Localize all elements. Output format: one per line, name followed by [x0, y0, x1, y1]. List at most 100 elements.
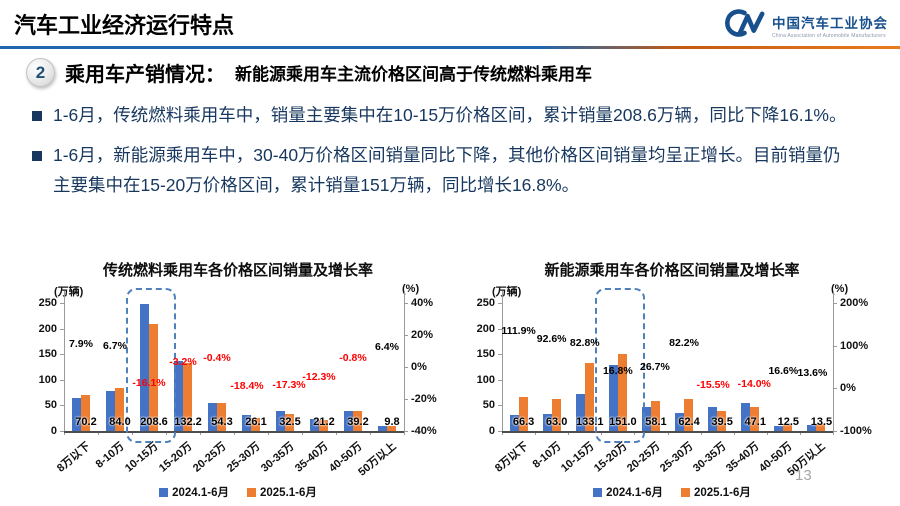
bar-2025.1-6月-35-40万	[319, 420, 328, 431]
pct-axis-unit: (%)	[402, 283, 420, 295]
growth-rate-label: -14.0%	[737, 378, 771, 391]
header-divider	[0, 46, 900, 49]
legend-swatch-icon	[159, 487, 169, 497]
chart-new-energy: 新能源乘用车各价格区间销量及增长率 (万辆) (%) 0 50 100 150 200 250 2…	[452, 256, 892, 506]
caam-logo-subtitle: China Association of Automobile Manufact…	[772, 33, 886, 39]
category-tick-mark	[370, 431, 371, 435]
growth-rate-label: 13.6%	[797, 366, 828, 379]
chart-title: 新能源乘用车各价格区间销量及增长率	[544, 262, 800, 279]
page-number: 13	[795, 467, 812, 484]
pct-axis-line	[833, 291, 834, 431]
growth-rate-label: -0.4%	[203, 351, 231, 364]
value-tick-label: 200	[38, 322, 57, 335]
sales-value-label: 151.0	[609, 416, 637, 428]
bar-2024.1-6月-50万以上	[378, 426, 387, 431]
value-tick-mark	[60, 379, 64, 381]
pct-tick-mark	[404, 335, 408, 336]
sales-value-label: 26.1	[245, 416, 267, 428]
value-tick-label: 250	[476, 297, 495, 309]
bar-2024.1-6月-25-30万	[242, 414, 251, 431]
growth-rate-label: -15.5%	[696, 378, 730, 391]
bar-2025.1-6月-35-40万	[750, 406, 760, 431]
growth-rate-label: 92.6%	[536, 332, 567, 345]
caam-logo-icon	[720, 7, 766, 44]
value-axis-unit: (万辆)	[54, 286, 84, 298]
value-tick-mark	[498, 303, 502, 304]
value-tick-mark	[498, 379, 502, 381]
category-tick-mark	[700, 431, 702, 435]
bar-2025.1-6月-10-15万	[584, 362, 594, 431]
sales-value-label: 9.8	[384, 416, 400, 428]
caam-logo-text: 中国汽车工业协会 China Association of Automobile…	[772, 12, 888, 39]
growth-rate-label: 111.9%	[501, 324, 536, 337]
growth-rate-label: 6.4%	[375, 340, 399, 353]
sales-value-label: 39.2	[347, 416, 369, 428]
category-tick-mark	[200, 431, 201, 435]
bar-2025.1-6月-50万以上	[816, 424, 826, 431]
bar-2025.1-6月-8-10万	[551, 398, 561, 431]
category-tick-mark	[502, 431, 503, 435]
category-tick-mark	[268, 431, 269, 435]
category-tick-mark	[302, 431, 303, 435]
legend-label: 2025.1-6月	[260, 487, 317, 499]
pct-tick-label: 0%	[411, 361, 427, 373]
pct-tick-label: 0%	[840, 382, 856, 395]
bar-2024.1-6月-20-25万	[208, 403, 217, 431]
category-tick-mark	[799, 431, 801, 435]
chart-traditional-fuel: 传统燃料乘用车各价格区间销量及增长率 (万辆) (%) 0 50 100 150 200 250…	[28, 256, 448, 506]
value-axis-unit: (万辆)	[492, 286, 522, 298]
bullet-list: 1-6月，传统燃料乘用车中，销量主要集中在10-15万价格区间，累计销量208.…	[30, 101, 848, 200]
legend-swatch-icon	[681, 487, 690, 497]
bar-2024.1-6月-30-35万	[708, 407, 718, 431]
legend-label: 2025.1-6月	[694, 487, 751, 499]
sales-value-label: 12.5	[777, 416, 800, 428]
value-tick-label: 100	[38, 373, 57, 386]
legend-item: 2025.1-6月	[681, 484, 751, 500]
category-axis-line	[502, 431, 833, 433]
bar-2024.1-6月-10-15万	[575, 393, 585, 431]
value-tick-label: 150	[476, 348, 495, 361]
growth-rate-label: -18.4%	[230, 380, 264, 393]
bar-2024.1-6月-50万以上	[807, 424, 817, 431]
sales-value-label: 47.1	[744, 416, 766, 428]
bar-2025.1-6月-40-50万	[353, 410, 362, 431]
pct-axis-unit: (%)	[831, 283, 849, 295]
bar-2024.1-6月-20-25万	[641, 407, 651, 431]
bar-2024.1-6月-15-20万	[174, 361, 183, 431]
sales-value-label: 39.5	[711, 416, 733, 428]
category-tick-mark	[336, 431, 337, 435]
legend-item: 2025.1-6月	[247, 484, 317, 500]
bar-2024.1-6月-10-15万	[140, 303, 149, 431]
caam-logo: 中国汽车工业协会 China Association of Automobile…	[720, 7, 888, 44]
bar-2025.1-6月-40-50万	[783, 424, 793, 431]
bar-2024.1-6月-8万以下	[509, 414, 519, 431]
pct-tick-label: -20%	[411, 393, 437, 405]
category-axis-line	[64, 431, 404, 433]
section-title: 乘用车产销情况：	[65, 64, 225, 86]
bar-2024.1-6月-35-40万	[741, 402, 751, 431]
category-tick-mark	[535, 431, 537, 435]
pct-tick-mark	[404, 399, 408, 400]
legend-item: 2024.1-6月	[159, 484, 229, 500]
pct-axis-line	[404, 291, 405, 431]
value-axis-line	[64, 291, 65, 431]
bar-2024.1-6月-25-30万	[675, 413, 685, 431]
bar-2024.1-6月-8-10万	[106, 390, 115, 431]
highlight-box	[594, 288, 645, 443]
bar-2025.1-6月-50万以上	[387, 425, 396, 431]
value-tick-mark	[60, 405, 64, 407]
bar-2025.1-6月-8-10万	[115, 387, 124, 431]
highlight-box	[126, 288, 176, 443]
value-axis-line	[502, 291, 503, 431]
value-tick-mark	[60, 431, 64, 432]
caam-logo-name: 中国汽车工业协会	[772, 16, 888, 31]
legend-label: 2024.1-6月	[606, 487, 663, 499]
growth-rate-label: 26.7%	[640, 360, 670, 373]
sales-value-label: 66.3	[512, 416, 535, 428]
bar-2025.1-6月-25-30万	[684, 399, 694, 431]
pct-tick-mark	[833, 303, 837, 304]
bar-2024.1-6月-8万以下	[72, 397, 81, 431]
category-tick-mark	[833, 431, 834, 435]
value-tick-mark	[498, 405, 502, 407]
bullet-text-1: 1-6月，传统燃料乘用车中，销量主要集中在10-15万价格区间，累计销量208.…	[53, 105, 847, 125]
